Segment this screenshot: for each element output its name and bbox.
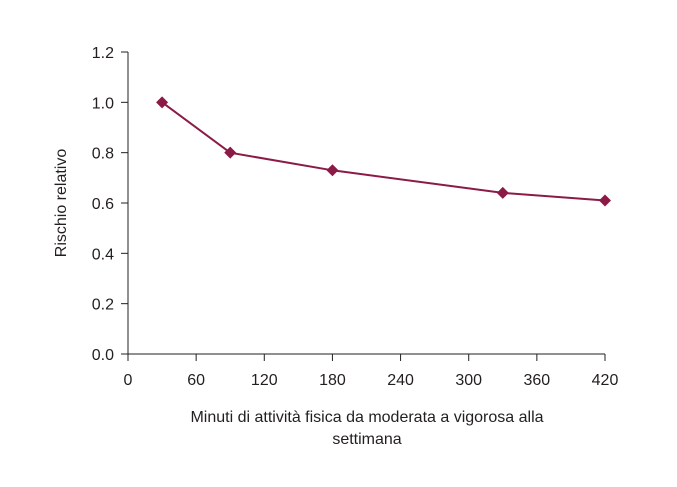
- x-tick-label: 60: [187, 372, 205, 389]
- x-axis-title-line-2: settimana: [332, 431, 402, 448]
- y-axis-title: Rischio relativo: [53, 149, 70, 258]
- x-tick-label: 420: [592, 372, 619, 389]
- y-tick-label: 0.2: [92, 297, 114, 314]
- series-group: [156, 96, 611, 207]
- y-tick-label: 0.4: [92, 246, 114, 263]
- data-point-diamond: [326, 164, 339, 177]
- data-point-diamond: [599, 194, 611, 207]
- data-point-diamond: [496, 186, 509, 199]
- x-tick-label: 240: [387, 372, 414, 389]
- y-tick-label: 0.6: [92, 196, 114, 213]
- y-tick-label: 0.0: [92, 347, 114, 364]
- x-axis-title-line-1: Minuti di attività fisica da moderata a …: [190, 409, 544, 426]
- x-axis-title: Minuti di attività fisica da moderata a …: [128, 407, 606, 451]
- x-tick-label: 360: [524, 372, 551, 389]
- x-axis: 0 60 120 180 240 300 360 420: [124, 353, 619, 389]
- x-tick-label: 120: [251, 372, 278, 389]
- data-point-diamond: [156, 96, 169, 109]
- x-tick-label: 0: [124, 372, 133, 389]
- data-point-diamond: [224, 146, 237, 159]
- x-tick-label: 180: [319, 372, 346, 389]
- y-axis: 0.0 0.2 0.4 0.6 0.8 1.0 1.2: [92, 45, 129, 364]
- y-tick-label: 0.8: [92, 146, 114, 163]
- y-tick-label: 1.0: [92, 95, 114, 112]
- y-tick-label: 1.2: [92, 45, 114, 62]
- x-tick-label: 300: [455, 372, 482, 389]
